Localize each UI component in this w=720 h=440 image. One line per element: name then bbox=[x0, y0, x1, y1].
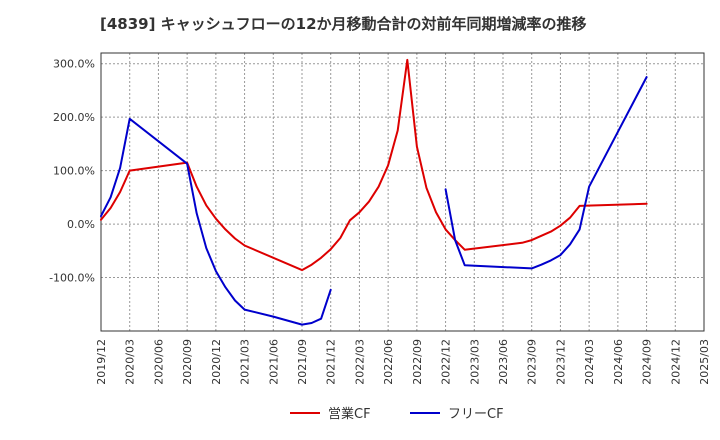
y-tick-label: -100.0% bbox=[49, 272, 95, 285]
grid bbox=[100, 53, 705, 331]
x-tick-label: 2021/06 bbox=[267, 339, 280, 385]
chart-title: [4839] キャッシュフローの12か月移動合計の対前年同期増減率の推移 bbox=[100, 15, 587, 33]
x-axis-ticks: 2019/12 2020/03 2020/06 2020/09 2020/12 2021/… bbox=[95, 339, 711, 385]
y-tick-label: 100.0% bbox=[53, 165, 95, 178]
series-lines bbox=[100, 58, 648, 326]
x-tick-label: 2022/12 bbox=[440, 339, 453, 385]
x-tick-label: 2025/03 bbox=[698, 339, 711, 385]
series-line-1 bbox=[100, 58, 648, 272]
x-tick-label: 2021/12 bbox=[325, 339, 338, 385]
series-line-2 bbox=[444, 76, 648, 270]
y-axis-ticks: 300.0% 200.0% 100.0% 0.0% -100.0% bbox=[49, 58, 95, 285]
x-tick-label: 2023/03 bbox=[468, 339, 481, 385]
legend-label-1: 営業CF bbox=[328, 406, 371, 422]
legend-label-2: フリーCF bbox=[448, 407, 504, 422]
x-tick-label: 2022/06 bbox=[382, 339, 395, 385]
y-tick-label: 300.0% bbox=[53, 58, 95, 71]
x-tick-label: 2021/09 bbox=[296, 339, 309, 385]
x-tick-label: 2023/12 bbox=[554, 339, 567, 385]
x-tick-label: 2024/06 bbox=[612, 339, 625, 385]
y-tick-label: 0.0% bbox=[67, 218, 95, 231]
x-tick-label: 2023/09 bbox=[526, 339, 539, 385]
y-tick-label: 200.0% bbox=[53, 111, 95, 124]
x-tick-label: 2020/09 bbox=[181, 339, 194, 385]
x-tick-label: 2024/12 bbox=[669, 339, 682, 385]
x-tick-label: 2024/09 bbox=[641, 339, 654, 385]
x-tick-label: 2022/09 bbox=[411, 339, 424, 385]
x-tick-label: 2019/12 bbox=[95, 339, 108, 385]
x-tick-label: 2020/06 bbox=[152, 339, 165, 385]
x-tick-label: 2021/03 bbox=[239, 339, 252, 385]
x-tick-label: 2020/03 bbox=[124, 339, 137, 385]
x-tick-label: 2020/12 bbox=[210, 339, 223, 385]
x-tick-label: 2023/06 bbox=[497, 339, 510, 385]
x-tick-label: 2022/03 bbox=[353, 339, 366, 385]
x-tick-label: 2024/03 bbox=[583, 339, 596, 385]
plot-frame bbox=[100, 52, 705, 332]
series-line-2 bbox=[100, 117, 332, 326]
legend: 営業CF フリーCF bbox=[290, 406, 504, 422]
